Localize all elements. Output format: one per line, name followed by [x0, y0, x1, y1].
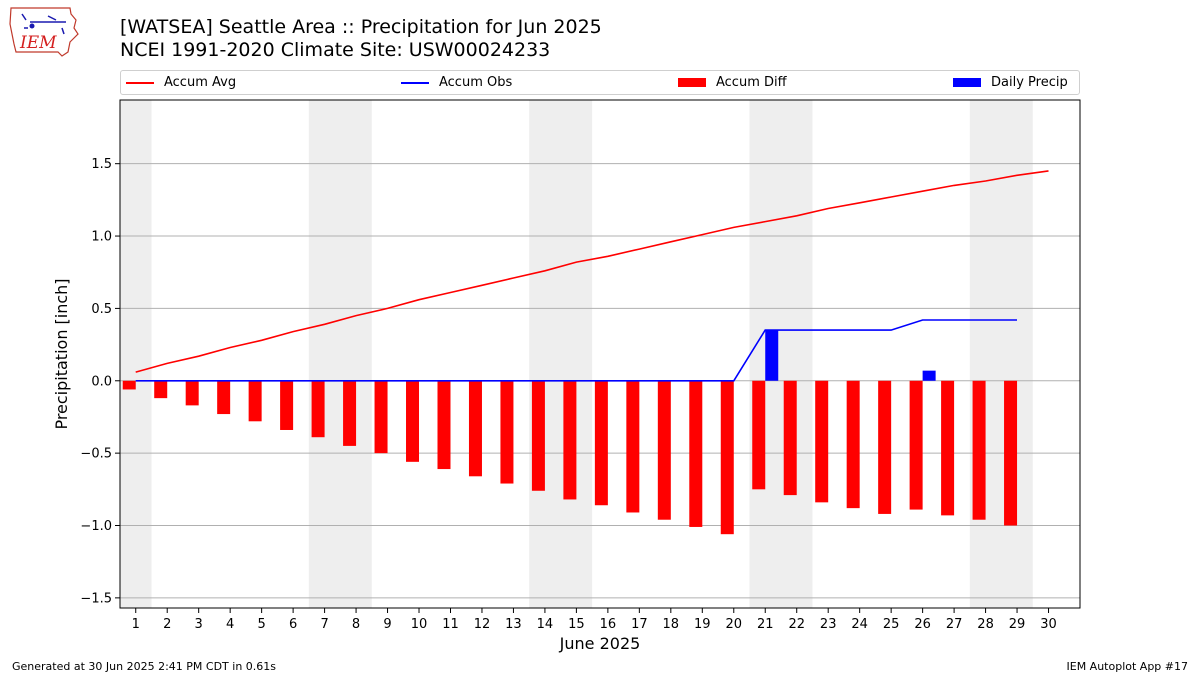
- accum-diff-bar: [563, 380, 577, 500]
- accum-diff-bar: [343, 380, 357, 446]
- x-tick-label: 27: [946, 617, 963, 632]
- weekend-band: [308, 100, 372, 608]
- weekend-band: [529, 100, 593, 608]
- legend: Accum Avg Accum Obs Accum Diff Daily Pre…: [120, 70, 1080, 95]
- x-tick-label: 29: [1009, 617, 1026, 632]
- accum-obs-line: [135, 319, 1017, 382]
- daily-precip-bar: [765, 330, 779, 381]
- accum-diff-bar: [846, 380, 860, 509]
- x-tick-label: 16: [600, 617, 617, 632]
- footer-generated: Generated at 30 Jun 2025 2:41 PM CDT in …: [12, 660, 277, 673]
- legend-item-accum-avg: Accum Avg: [126, 71, 236, 94]
- x-tick-label: 3: [195, 617, 203, 632]
- accum-diff-bar: [500, 380, 514, 484]
- accum-diff-bar: [154, 380, 168, 399]
- x-tick-label: 30: [1040, 617, 1057, 632]
- accum-diff-bar: [909, 380, 923, 510]
- accum-diff-bar: [783, 380, 797, 496]
- legend-item-accum-diff: Accum Diff: [678, 71, 787, 94]
- x-tick-label: 8: [352, 617, 360, 632]
- accum-diff-bar: [657, 380, 671, 520]
- x-tick-label: 2: [163, 617, 171, 632]
- accum-diff-bar: [311, 380, 325, 438]
- iem-logo: IEM: [8, 6, 80, 58]
- x-tick-label: 9: [383, 617, 391, 632]
- accum-diff-bar: [406, 380, 420, 462]
- accum-diff-bar: [217, 380, 231, 415]
- legend-label-accum-avg: Accum Avg: [164, 75, 237, 90]
- weekend-band: [969, 100, 1033, 608]
- x-tick-label: 13: [505, 617, 522, 632]
- accum-diff-bar: [972, 380, 986, 520]
- legend-swatch-daily-precip: [953, 78, 981, 87]
- legend-swatch-accum-obs: [401, 81, 429, 84]
- weekend-band: [120, 100, 152, 608]
- x-axis-label: June 2025: [559, 634, 641, 653]
- x-tick-label: 17: [631, 617, 648, 632]
- accum-diff-bar: [531, 380, 545, 491]
- y-tick-label: 1.5: [91, 157, 112, 172]
- x-tick-label: 23: [820, 617, 837, 632]
- x-tick-label: 21: [757, 617, 774, 632]
- x-tick-label: 25: [883, 617, 900, 632]
- accum-diff-bar: [941, 380, 955, 516]
- y-tick-label: −1.5: [80, 591, 112, 606]
- accum-diff-bar: [122, 380, 136, 390]
- x-tick-label: 7: [320, 617, 328, 632]
- legend-label-accum-obs: Accum Obs: [439, 75, 513, 90]
- accum-diff-bar: [437, 380, 451, 470]
- x-tick-label: 5: [257, 617, 265, 632]
- daily-precip-bar: [922, 370, 936, 381]
- iem-logo-graphic: IEM: [9, 7, 79, 57]
- legend-label-accum-diff: Accum Diff: [716, 75, 787, 90]
- weekend-band: [749, 100, 813, 608]
- chart-subtitle: NCEI 1991-2020 Climate Site: USW00024233: [120, 39, 551, 61]
- x-tick-label: 24: [851, 617, 868, 632]
- accum-diff-bar: [374, 380, 388, 454]
- accum-diff-bar: [248, 380, 262, 422]
- logo-text: IEM: [19, 33, 57, 53]
- x-tick-label: 15: [568, 617, 585, 632]
- x-tick-label: 12: [474, 617, 491, 632]
- x-tick-label: 19: [694, 617, 711, 632]
- x-tick-label: 22: [788, 617, 805, 632]
- legend-item-accum-obs: Accum Obs: [401, 71, 512, 94]
- accum-diff-bar: [280, 380, 294, 430]
- footer-app: IEM Autoplot App #17: [1066, 660, 1189, 673]
- accum-diff-bar: [594, 380, 608, 506]
- x-tick-label: 11: [442, 617, 459, 632]
- accum-diff-bar: [815, 380, 829, 503]
- x-tick-label: 1: [132, 617, 140, 632]
- plot-frame: [119, 99, 1081, 609]
- accum-diff-bar: [752, 380, 766, 490]
- legend-item-daily-precip: Daily Precip: [953, 71, 1068, 94]
- y-tick-label: 1.0: [91, 230, 112, 245]
- y-tick-label: −0.5: [80, 447, 112, 462]
- x-tick-label: 26: [914, 617, 931, 632]
- x-tick-label: 6: [289, 617, 297, 632]
- accum-diff-bar: [468, 380, 482, 477]
- y-tick-label: 0.5: [91, 302, 112, 317]
- x-tick-label: 20: [725, 617, 742, 632]
- legend-swatch-accum-diff: [678, 78, 706, 87]
- accum-diff-bar: [185, 380, 199, 406]
- x-tick-label: 28: [977, 617, 994, 632]
- y-tick-label: 0.0: [91, 374, 112, 389]
- chart-title: [WATSEA] Seattle Area :: Precipitation f…: [120, 16, 602, 38]
- x-tick-label: 4: [226, 617, 234, 632]
- accum-diff-bar: [1004, 380, 1018, 526]
- accum-diff-bar: [689, 380, 703, 527]
- legend-label-daily-precip: Daily Precip: [991, 75, 1068, 90]
- x-tick-label: 10: [411, 617, 428, 632]
- accum-diff-bar: [878, 380, 892, 514]
- x-tick-label: 14: [537, 617, 554, 632]
- accum-diff-bar: [720, 380, 734, 535]
- legend-swatch-accum-avg: [126, 81, 154, 84]
- accum-diff-bar: [626, 380, 640, 513]
- accum-avg-line: [135, 170, 1049, 373]
- y-axis-label: Precipitation [inch]: [52, 278, 71, 429]
- x-tick-label: 18: [663, 617, 680, 632]
- y-tick-label: −1.0: [80, 519, 112, 534]
